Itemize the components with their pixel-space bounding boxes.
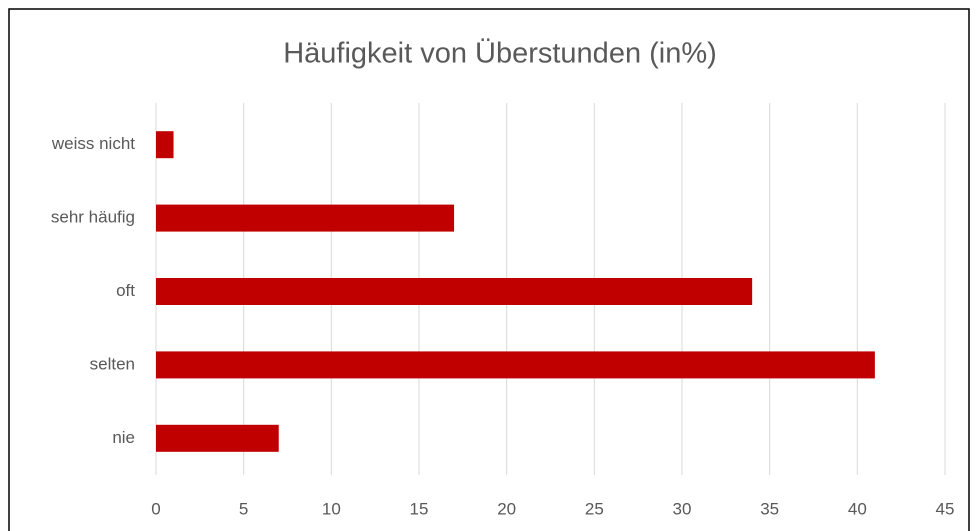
bar <box>156 278 753 305</box>
bar <box>156 204 455 232</box>
y-tick-label: oft <box>116 281 135 300</box>
x-tick-label: 30 <box>673 499 692 518</box>
x-tick-label: 0 <box>151 499 160 518</box>
y-tick-label: nie <box>112 428 135 447</box>
x-tick-label: 25 <box>585 499 604 518</box>
bar <box>156 424 279 452</box>
y-tick-label: sehr häufig <box>51 208 135 227</box>
bar <box>156 351 875 379</box>
y-tick-label: selten <box>90 354 135 373</box>
chart-title: Häufigkeit von Überstunden (in%) <box>283 38 717 70</box>
x-tick-label: 35 <box>760 499 779 518</box>
x-tick-label: 10 <box>322 499 341 518</box>
x-tick-label: 15 <box>410 499 429 518</box>
x-tick-label: 40 <box>848 499 867 518</box>
chart-frame <box>8 8 970 531</box>
y-tick-label: weiss nicht <box>51 134 135 153</box>
bar <box>156 131 174 159</box>
x-tick-label: 20 <box>497 499 516 518</box>
x-tick-label: 45 <box>936 499 955 518</box>
x-tick-label: 5 <box>239 499 248 518</box>
